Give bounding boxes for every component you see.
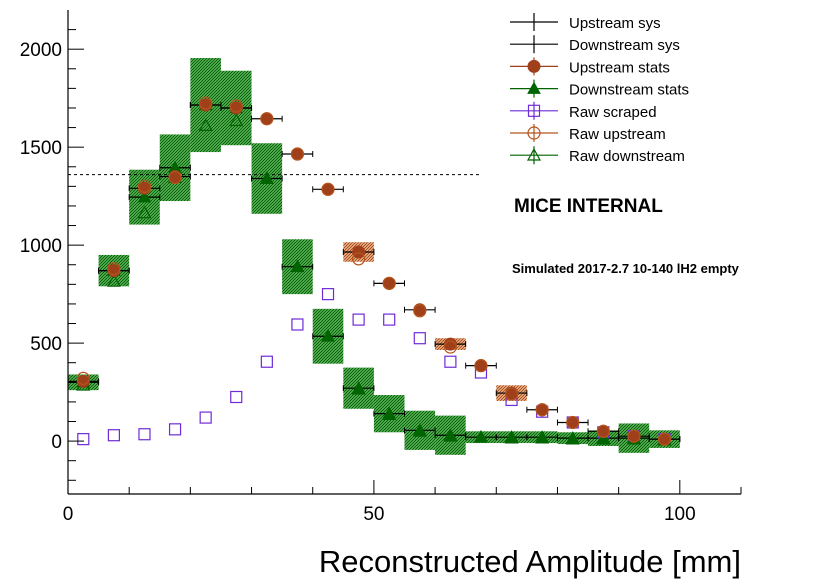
legend-entry: Upstream sys (510, 13, 661, 32)
legend-entry: Raw scraped (510, 101, 657, 121)
y-tick-label: 0 (51, 432, 62, 453)
raw-scraped-point (199, 411, 212, 424)
raw-upstream-point (627, 429, 641, 443)
raw-scraped-point (383, 313, 396, 326)
x-tick-label: 100 (664, 504, 696, 525)
x-tick-label: 50 (363, 504, 384, 525)
upstream-stats-point (76, 374, 90, 388)
axes: 0 500 1000 1500 2000 0 50 100 (20, 10, 742, 525)
raw-scraped-point (107, 429, 120, 442)
raw-downstream-point (229, 113, 244, 127)
raw-downstream-point (473, 429, 488, 443)
simulation-label: Simulated 2017-2.7 10-140 lH2 empty (512, 261, 740, 276)
legend-entry: Downstream sys (510, 35, 680, 54)
upstream-stats-point (413, 303, 427, 317)
upstream-stats-point (168, 170, 182, 184)
upstream-stats-point (505, 386, 519, 400)
raw-scraped-point (352, 313, 365, 326)
raw-upstream-point (229, 99, 243, 113)
raw-upstream-point (137, 179, 152, 193)
raw-downstream-point (137, 205, 152, 219)
raw-scraped-point (168, 423, 182, 436)
raw-scraped-point (230, 390, 243, 404)
raw-downstream-point (259, 171, 274, 184)
raw-scraped-point (77, 433, 90, 446)
y-tick-label: 500 (30, 334, 62, 355)
raw-downstream-point (198, 118, 213, 132)
raw-upstream-point (474, 359, 488, 373)
downstream-stats-point (137, 190, 152, 203)
raw-upstream-point (657, 432, 672, 446)
legend-label: Downstream sys (569, 37, 680, 54)
legend-label: Downstream stats (569, 82, 689, 99)
raw-upstream-point (535, 403, 549, 417)
legend-entry: Upstream stats (510, 57, 670, 76)
raw-downstream-point (382, 407, 397, 421)
raw-upstream-point (321, 182, 335, 196)
raw-downstream-point (290, 259, 305, 273)
upstream-stats-point (443, 337, 457, 351)
y-tick-label: 2000 (20, 40, 62, 61)
x-axis-title: Reconstructed Amplitude [mm] (319, 544, 741, 579)
raw-downstream-point (535, 430, 550, 444)
raw-upstream-point (168, 170, 182, 185)
x-tick-label: 0 (63, 504, 74, 525)
legend-label: Raw scraped (569, 104, 657, 121)
upstream-stats-point (352, 245, 366, 259)
raw-upstream-point (566, 415, 580, 430)
legend-entry: Raw downstream (510, 146, 685, 165)
raw-scraped-point (413, 332, 426, 345)
legend-marker (527, 81, 541, 94)
legend: Upstream sys Downstream sys Upstream stats… (498, 4, 820, 186)
y-tick-label: 1500 (20, 138, 62, 159)
legend-marker (527, 59, 541, 73)
raw-downstream-point (321, 329, 336, 342)
y-tick-label: 1000 (20, 236, 62, 257)
legend-marker (526, 147, 542, 161)
raw-upstream-point (382, 276, 396, 290)
raw-upstream-point (413, 304, 427, 318)
raw-upstream-point (443, 340, 457, 354)
raw-downstream-point (351, 381, 366, 395)
raw-scraped-point (444, 355, 457, 368)
legend-entry: Raw upstream (510, 124, 666, 143)
legend-marker (527, 104, 541, 117)
raw-scraped-point (260, 355, 273, 368)
legend-label: Raw upstream (569, 126, 666, 143)
raw-upstream-point (352, 252, 366, 266)
raw-downstream-point (106, 274, 121, 287)
legend-label: Raw downstream (569, 148, 685, 165)
raw-upstream-point (596, 424, 610, 438)
raw-scraped-point (321, 288, 335, 301)
legend-entry: Downstream stats (510, 79, 689, 99)
raw-upstream-point (107, 262, 121, 276)
raw-upstream-point (290, 147, 305, 161)
mice-internal-label: MICE INTERNAL (514, 196, 663, 217)
raw-scraped-point (138, 428, 151, 441)
raw-upstream-point (504, 387, 519, 401)
raw-scraped-point (291, 318, 304, 331)
raw-downstream-point (504, 430, 519, 444)
annotation-background (498, 186, 829, 296)
raw-upstream-point (199, 96, 213, 110)
legend-label: Upstream sys (569, 15, 661, 32)
raw-downstream-point (412, 424, 427, 437)
data-series (67, 96, 681, 446)
raw-upstream-point (260, 112, 274, 126)
legend-marker (527, 126, 541, 140)
raw-downstream-point (565, 431, 580, 445)
raw-upstream-point (76, 371, 90, 385)
raw-downstream-point (596, 431, 611, 445)
legend-label: Upstream stats (569, 59, 670, 76)
raw-downstream-point (443, 428, 458, 442)
